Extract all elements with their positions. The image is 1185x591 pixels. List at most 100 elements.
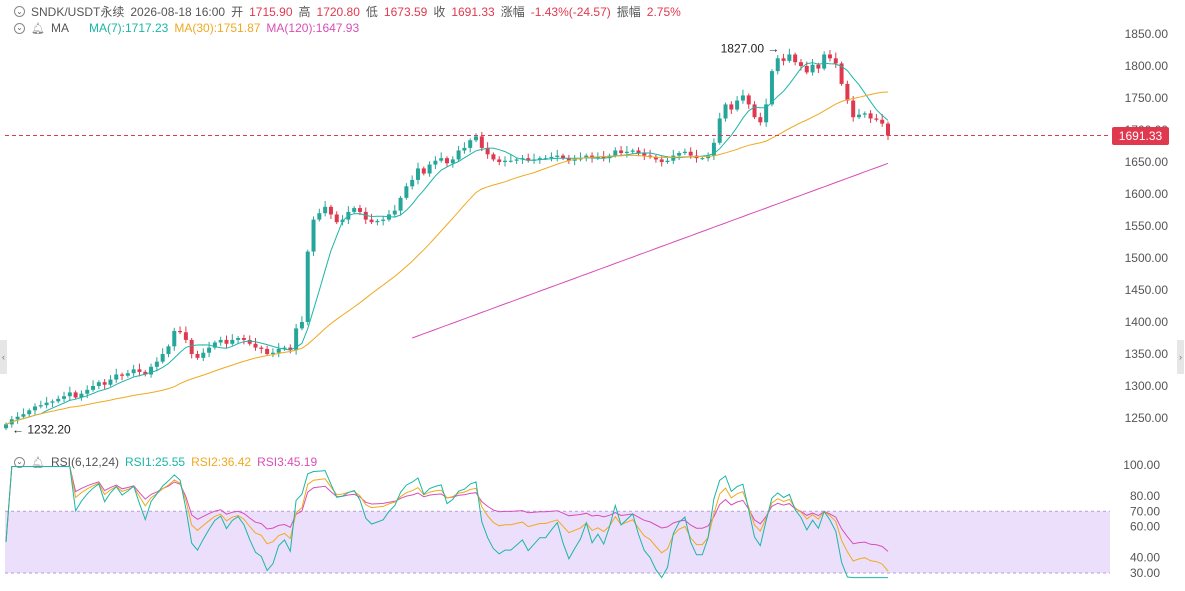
price-axis-tick: 1400.00	[1125, 315, 1169, 329]
candle-body	[781, 58, 786, 61]
rsi-axis-tick: 100.00	[1123, 458, 1160, 472]
close-value: 1691.33	[451, 4, 495, 19]
ma30-line	[5, 91, 889, 425]
candle-body	[845, 83, 850, 101]
candle-body	[816, 64, 821, 69]
candle-body	[619, 150, 624, 154]
candle-body	[27, 410, 32, 415]
candle-body	[886, 123, 890, 136]
candle-body	[369, 219, 374, 223]
candle-body	[833, 58, 838, 64]
datetime-label: 2026-08-18 16:00	[130, 4, 226, 19]
candle-body	[572, 159, 577, 161]
bell-icon[interactable]: 🔔︎	[31, 456, 45, 469]
candle-body	[137, 369, 142, 372]
candle-body	[787, 54, 792, 61]
candle-body	[822, 54, 827, 69]
candle-body	[665, 160, 670, 162]
candle-body	[15, 416, 20, 420]
chevron-down-icon[interactable]: ⌄	[14, 6, 25, 17]
candle-body	[642, 153, 647, 156]
price-axis-tick: 1550.00	[1125, 219, 1169, 233]
candle-body	[595, 156, 600, 159]
candle-body	[677, 153, 682, 156]
candle-body	[555, 155, 560, 157]
candle-body	[392, 210, 397, 215]
low-label: 低	[365, 5, 378, 19]
candle-body	[102, 382, 107, 385]
candle-body	[514, 159, 519, 161]
price-axis-tick: 1250.00	[1125, 411, 1169, 425]
candle-body	[67, 392, 72, 397]
chevron-down-icon[interactable]: ⌄	[14, 22, 25, 34]
candle-body	[856, 114, 861, 118]
candle-body	[79, 393, 84, 398]
price-axis-tick: 1750.00	[1125, 91, 1169, 105]
candle-body	[636, 150, 641, 154]
candle-body	[804, 66, 809, 73]
rsi-legend: ⌄ 🔔︎ RSI(6,12,24) RSI1:25.55 RSI2:36.42 …	[14, 455, 317, 469]
candle-body	[456, 150, 461, 160]
change-label: 涨幅	[500, 5, 525, 19]
candle-body	[398, 197, 403, 211]
candle-body	[311, 219, 316, 252]
candle-body	[433, 160, 438, 165]
candle-body	[328, 206, 333, 215]
rsi-axis-tick: 40.00	[1130, 551, 1160, 565]
candle-body	[752, 104, 757, 118]
candle-body	[91, 386, 96, 390]
candle-body	[491, 154, 496, 160]
candle-body	[526, 158, 531, 161]
candle-body	[259, 347, 264, 349]
candle-body	[688, 151, 693, 156]
candle-body	[131, 369, 136, 374]
open-value: 1715.90	[249, 4, 293, 19]
candle-body	[601, 156, 606, 159]
candle-body	[160, 354, 165, 362]
price-axis-tick: 1600.00	[1125, 187, 1169, 201]
candle-body	[357, 208, 362, 212]
candle-body	[671, 155, 676, 161]
max-price-label: 1827.00 →	[721, 42, 780, 56]
ma-name: MA	[50, 21, 69, 35]
candle-body	[143, 371, 148, 375]
candle-body	[108, 379, 113, 385]
candle-body	[207, 347, 212, 353]
candle-body	[381, 219, 386, 221]
candle-body	[172, 330, 177, 347]
ma7-line	[5, 62, 889, 425]
candle-body	[653, 156, 658, 160]
candle-body	[607, 155, 612, 159]
candle-body	[775, 58, 780, 72]
price-axis-tick: 1800.00	[1125, 59, 1169, 73]
rsi1-value: RSI1:25.55	[125, 455, 186, 469]
chevron-right-icon[interactable]: ›	[1177, 340, 1184, 374]
candle-body	[711, 142, 716, 156]
candle-body	[543, 158, 548, 160]
candle-body	[50, 401, 55, 403]
candle-body	[154, 361, 159, 367]
candle-body	[4, 424, 8, 429]
candle-body	[764, 104, 769, 123]
candle-body	[323, 206, 328, 214]
candle-body	[549, 156, 554, 159]
candle-body	[253, 343, 258, 348]
candle-body	[56, 398, 61, 402]
candle-body	[479, 136, 484, 148]
candle-body	[827, 54, 832, 59]
high-value: 1720.80	[316, 4, 360, 19]
candle-body	[851, 100, 856, 118]
candle-body	[294, 328, 299, 351]
candle-body	[427, 164, 432, 174]
rsi-axis-tick: 30.00	[1130, 566, 1160, 580]
rsi-axis-tick: 60.00	[1130, 520, 1160, 534]
candle-body	[236, 338, 241, 340]
bell-icon[interactable]: 🔔︎	[31, 22, 45, 35]
candle-body	[415, 168, 420, 180]
candle-body	[717, 118, 722, 143]
candles-group	[4, 48, 890, 431]
candle-body	[735, 100, 740, 110]
chevron-left-icon[interactable]: ‹	[0, 340, 7, 374]
candle-body	[149, 366, 154, 375]
